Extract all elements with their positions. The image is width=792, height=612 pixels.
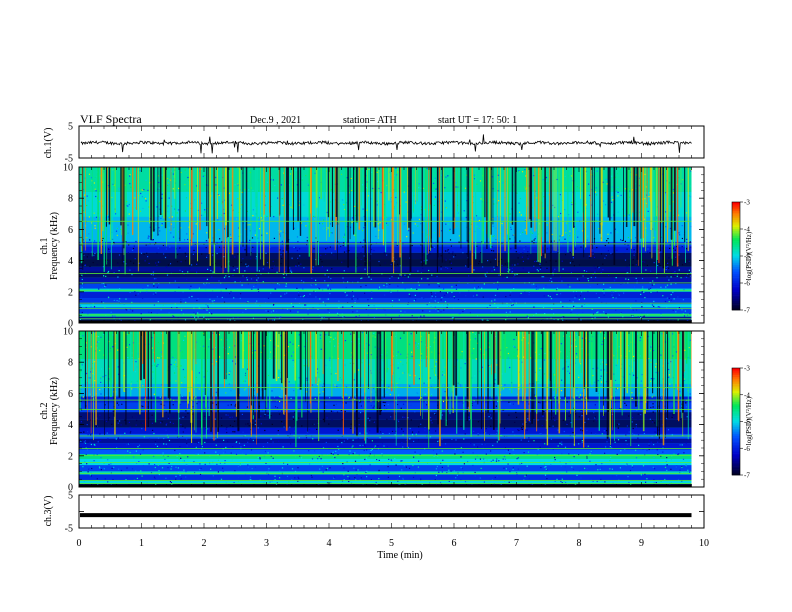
ch1-spectrogram-ytick-label: 10: [63, 163, 73, 174]
ch3-waveform-ylabel: ch.3(V): [43, 496, 54, 527]
ch1-colorbar-tick-label: -7: [744, 307, 750, 315]
ch1-colorbar-tick-label: -6: [744, 280, 750, 288]
time-tick-label: 1: [139, 538, 144, 549]
ch1-waveform-ylabel: ch.1(V): [43, 128, 54, 159]
ch1-spectrogram-ylabel-line2: Frequency (kHz): [49, 212, 60, 280]
ch2-spectrogram-ytick-label: 6: [68, 389, 73, 400]
ch2-spectrogram-ytick-label: 2: [68, 451, 73, 462]
ch1-waveform-ytick-label: -5: [65, 154, 73, 165]
ch2-colorbar-tick-label: -4: [744, 391, 750, 399]
ch1-waveform-line: [80, 134, 692, 154]
ch1-waveform-ytick-label: 5: [68, 122, 73, 133]
ch1-colorbar-tick-label: -4: [744, 226, 750, 234]
time-tick-label: 6: [452, 538, 457, 549]
ch3-waveform-line: [80, 513, 692, 518]
ch1-colorbar-label: log(PSD)(V²/Hz): [745, 231, 753, 280]
ch2-spectrogram-image: [79, 331, 692, 487]
time-tick-label: 8: [577, 538, 582, 549]
date-label: Dec.9 , 2021: [250, 115, 301, 126]
ch2-spectrogram-ylabel-line2: Frequency (kHz): [49, 377, 60, 445]
ch1-spectrogram-ytick-label: 8: [68, 194, 73, 205]
time-axis-label: Time (min): [377, 550, 422, 561]
ch1-spectrogram-ytick-label: 6: [68, 225, 73, 236]
time-axis: 0 1 2 3 4 5 6 7 8 9 10: [77, 538, 710, 549]
figure-title: VLF Spectra: [80, 112, 142, 126]
ch2-colorbar-label: log(PSD)(V²/Hz): [745, 396, 753, 445]
ch2-colorbar-tick-label: -7: [744, 472, 750, 480]
ch2-spectrogram-panel: 0 2 4 6 8 10: [63, 327, 705, 494]
ch3-waveform-panel: 5 -5: [65, 491, 705, 535]
time-tick-label: 3: [264, 538, 269, 549]
time-tick-label: 7: [514, 538, 519, 549]
ch1-colorbar-tick-label: -5: [744, 253, 750, 261]
ch1-waveform-panel: 5 -5: [65, 122, 705, 165]
ch2-spectrogram-ytick-label: 10: [63, 327, 73, 338]
ch1-spectrogram-ytick-label: 4: [68, 256, 73, 267]
ch2-spectrogram-ylabel-line1: ch.2: [39, 403, 50, 420]
ch1-colorbar-tick-label: -3: [744, 199, 750, 207]
start-time-label: start UT = 17: 50: 1: [438, 115, 517, 126]
ch1-spectrogram-ylabel-line1: ch.1: [39, 238, 50, 255]
time-tick-label: 2: [202, 538, 207, 549]
ch2-colorbar-tick-label: -3: [744, 365, 750, 373]
ch1-spectrogram-ytick-label: 2: [68, 287, 73, 298]
ch2-spectrogram-ytick-label: 8: [68, 358, 73, 369]
station-label: station= ATH: [343, 115, 397, 126]
ch2-colorbar: -3 -4 -5 -6 -7: [731, 365, 750, 480]
ch2-colorbar-tick-label: -6: [744, 445, 750, 453]
time-tick-label: 0: [77, 538, 82, 549]
time-tick-label: 10: [699, 538, 709, 549]
time-tick-label: 5: [389, 538, 394, 549]
ch2-spectrogram-ytick-label: 4: [68, 420, 73, 431]
ch3-waveform-ytick-label: -5: [65, 524, 73, 535]
time-tick-label: 9: [639, 538, 644, 549]
time-tick-label: 4: [327, 538, 332, 549]
ch1-colorbar: -3 -4 -5 -6 -7: [731, 199, 750, 315]
ch3-waveform-ytick-label: 5: [68, 491, 73, 502]
ch2-colorbar-tick-label: -5: [744, 418, 750, 426]
ch1-spectrogram-ytick-label: 0: [68, 319, 73, 330]
ch2-spectrogram-ytick-label: 0: [68, 483, 73, 494]
ch1-spectrogram-image: [79, 167, 692, 323]
ch1-spectrogram-panel: 0 2 4 6 8 10: [63, 163, 705, 330]
